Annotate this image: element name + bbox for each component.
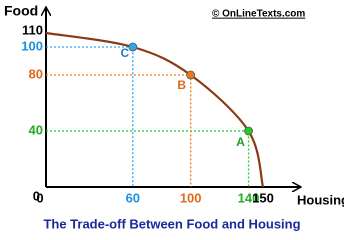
y-tick-label: 100 [21, 38, 43, 53]
ppf-curve [45, 31, 265, 188]
y-tick-label: 0 [33, 188, 40, 203]
y-tick-label: 110 [22, 22, 43, 37]
x-tick-label: 140 [238, 190, 260, 205]
guide-line [46, 46, 134, 187]
y-tick-label: 80 [29, 66, 43, 81]
x-axis-label: Housing [297, 192, 344, 207]
y-axis-label: Food [4, 3, 38, 19]
x-tick-label: 60 [126, 190, 140, 205]
point-label: A [236, 135, 245, 149]
guide-line [46, 130, 250, 187]
credit: © OnLineTexts.com [212, 9, 305, 20]
point-label: C [120, 46, 129, 60]
x-tick-label: 150 [252, 190, 274, 205]
point [244, 126, 253, 136]
chart-title: The Trade-off Between Food and Housing [43, 216, 300, 231]
x-tick-label: 0 [36, 190, 43, 205]
point [128, 42, 138, 52]
x-tick-label: 100 [180, 190, 202, 205]
point [186, 70, 196, 80]
y-tick-label: 40 [29, 122, 43, 137]
point-label: B [177, 78, 186, 92]
